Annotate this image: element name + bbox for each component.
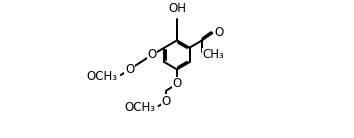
Text: OCH₃: OCH₃ (87, 70, 118, 83)
Text: OH: OH (168, 2, 186, 15)
Text: O: O (125, 63, 134, 76)
Text: O: O (172, 77, 182, 90)
Text: O: O (147, 48, 156, 61)
Text: O: O (162, 95, 171, 108)
Text: OCH₃: OCH₃ (124, 101, 155, 114)
Text: O: O (214, 26, 223, 39)
Text: CH₃: CH₃ (203, 48, 224, 61)
